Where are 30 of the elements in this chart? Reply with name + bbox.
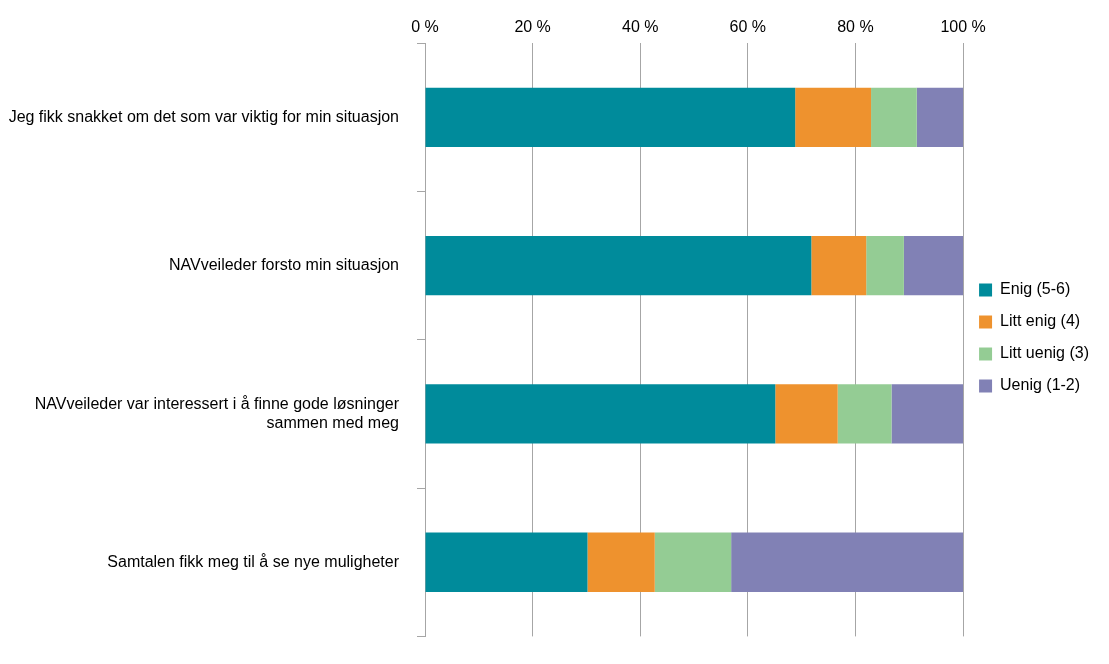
bar [891, 384, 964, 444]
bar [425, 384, 776, 444]
x-tick-label: 40 % [621, 18, 659, 36]
legend-label: Litt enig (4) [1000, 312, 1081, 330]
legend-label: Uenig (1-2) [1000, 376, 1081, 394]
x-tick-label: 80 % [837, 18, 874, 36]
bar [866, 235, 904, 296]
bar [731, 532, 964, 592]
y-tick-label: Samtalen fikk meg til å se nye muligheter [107, 552, 400, 570]
x-tick-label: 0 % [411, 18, 439, 36]
bar [916, 87, 964, 148]
bar [903, 235, 964, 296]
bar [871, 87, 917, 148]
bar [654, 532, 732, 592]
bar [425, 532, 588, 592]
bar [775, 384, 838, 444]
x-tick-label: 20 % [514, 18, 551, 36]
y-tick-label: Jeg fikk snakket om det som var viktig for min situasjon [8, 107, 399, 125]
bar [425, 87, 796, 148]
bar [587, 532, 655, 592]
bar [425, 235, 812, 296]
bar [795, 87, 872, 148]
bar [837, 384, 892, 444]
y-tick-label: NAVveileder var interessert i å finne gode løsninger sammen med meg [34, 394, 400, 431]
legend-label: Litt uenig (3) [1000, 344, 1089, 362]
y-tick-label: NAVveileder forsto min situasjon [168, 256, 399, 274]
x-tick-label: 60 % [729, 18, 767, 36]
bar [811, 235, 867, 296]
x-tick-label: 100 % [940, 18, 986, 36]
legend-label: Enig (5-6) [1000, 280, 1071, 298]
